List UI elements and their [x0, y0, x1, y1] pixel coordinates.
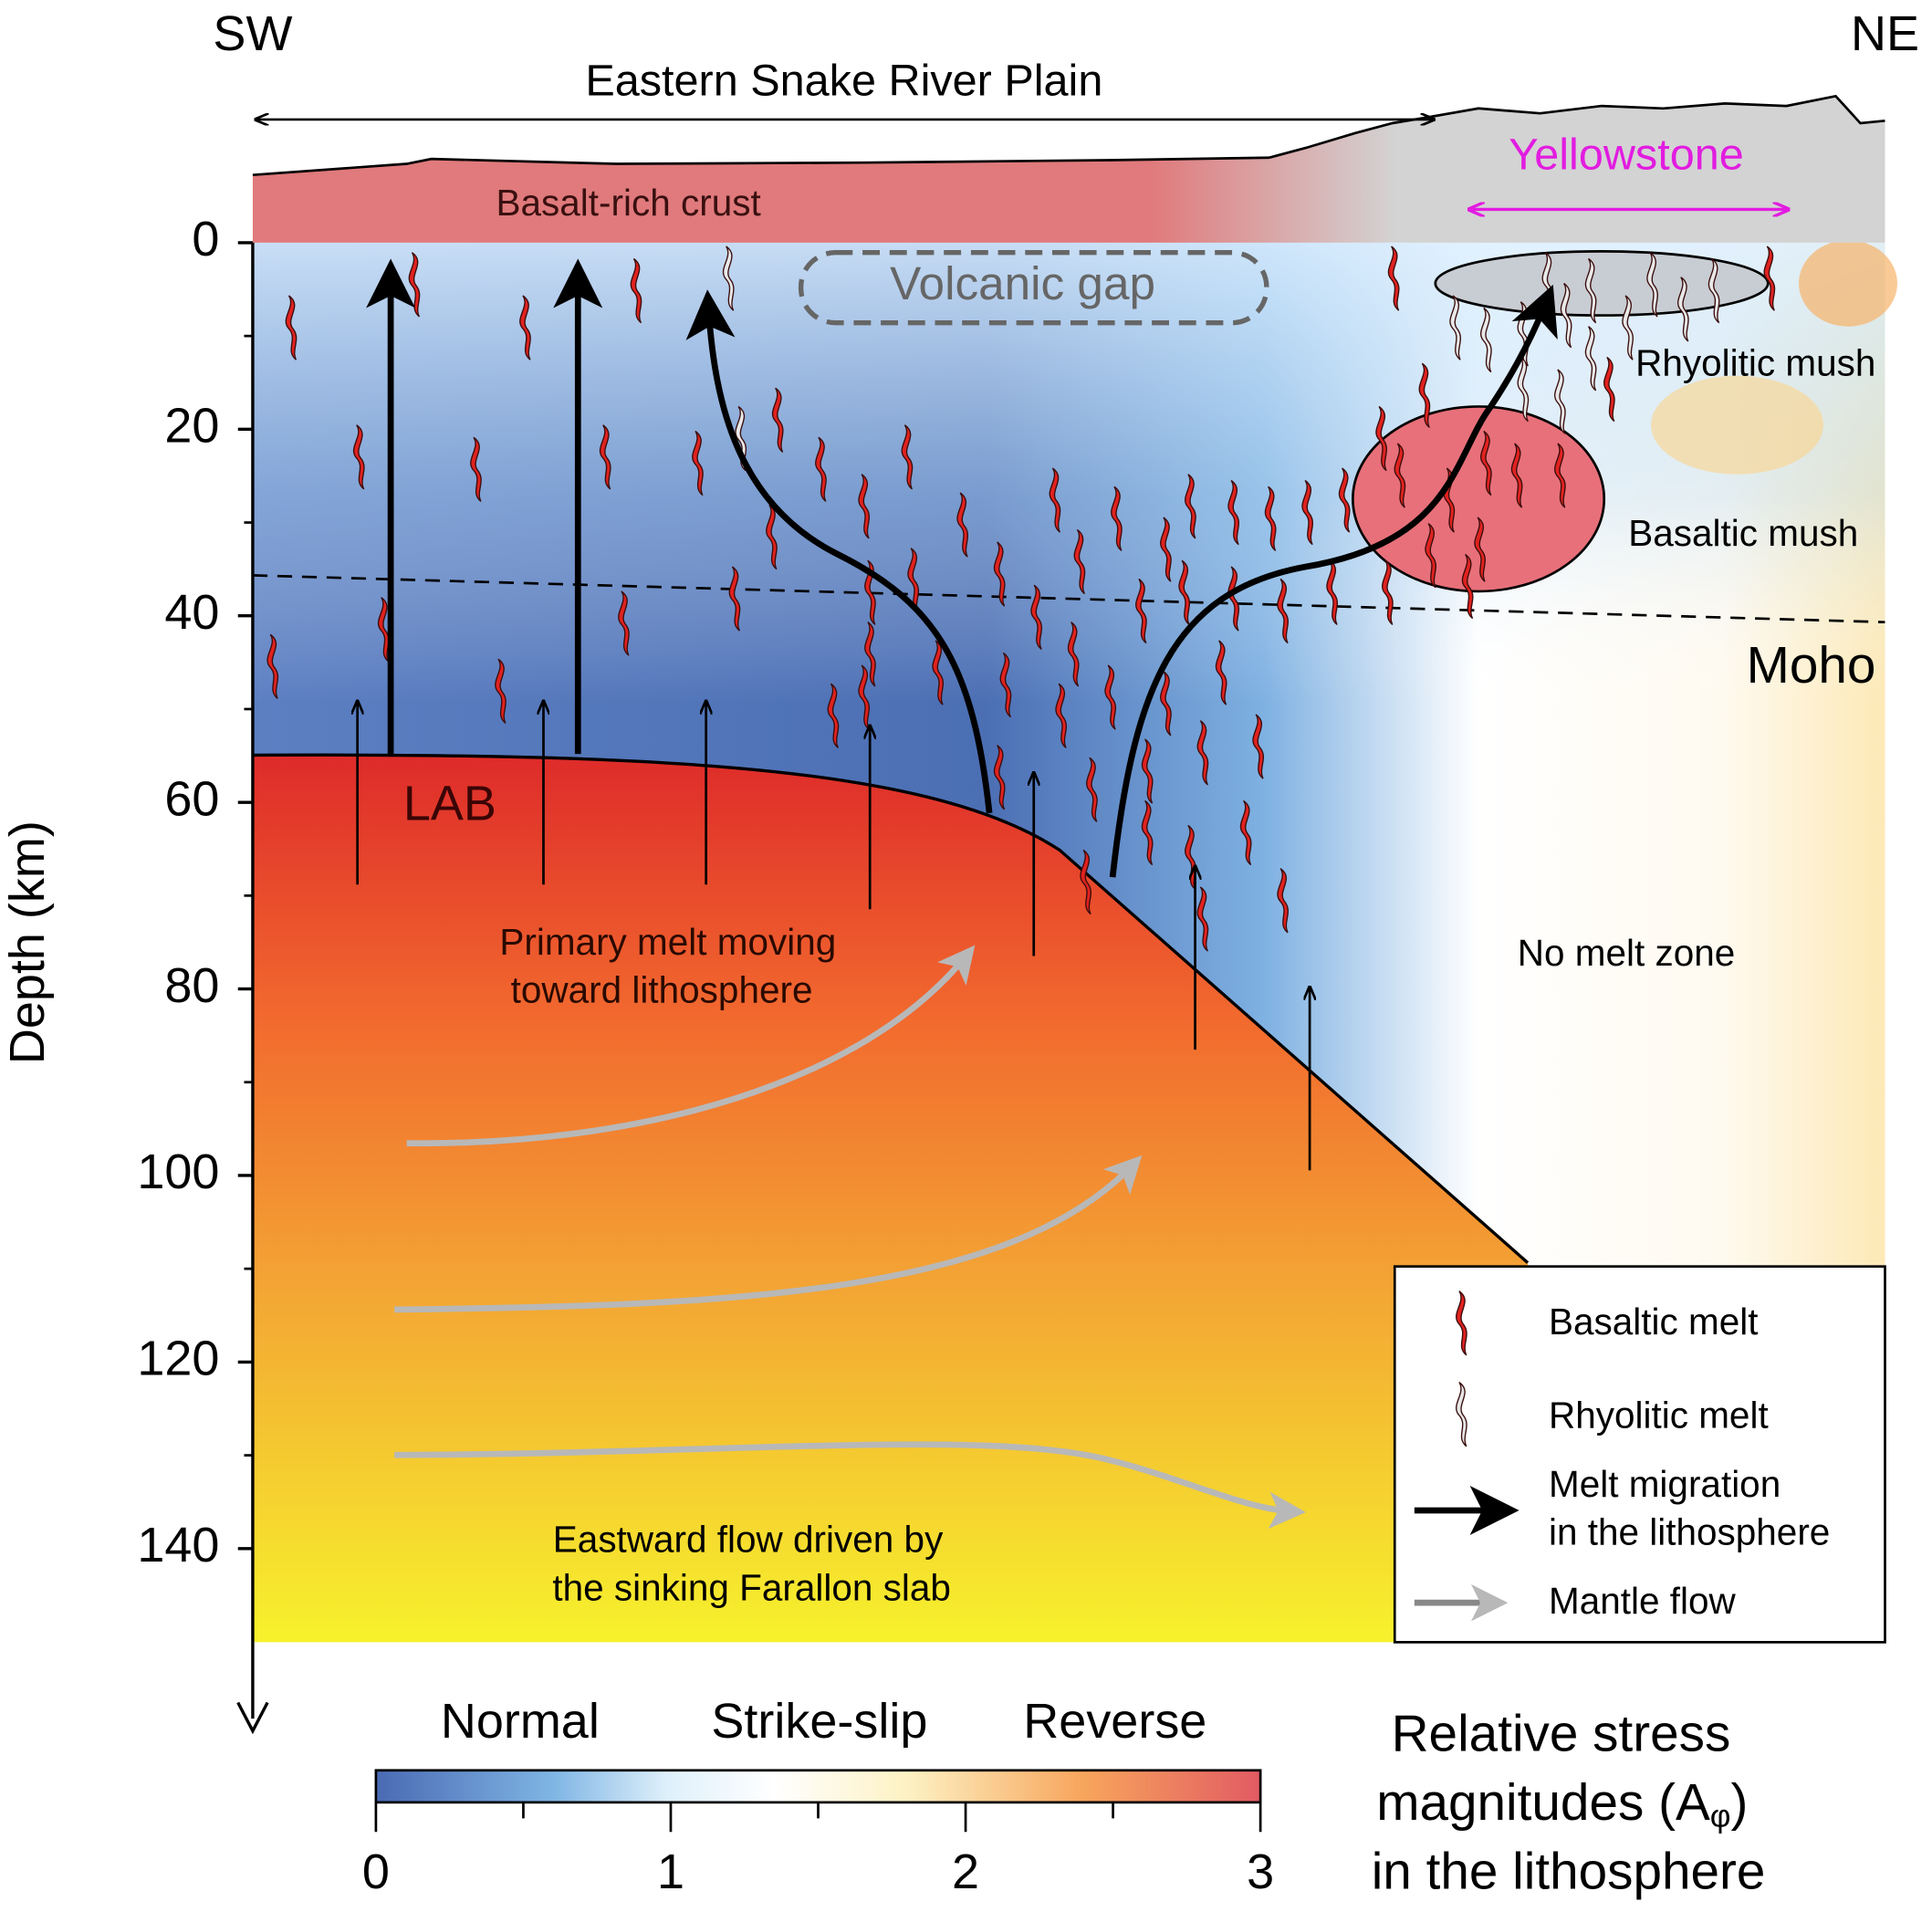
primary-label: Primary melt moving: [499, 921, 836, 963]
legend-label: Mantle flow: [1549, 1580, 1737, 1622]
colorbar-title: Relative stress: [1392, 1705, 1731, 1762]
plain-label: Eastern Snake River Plain: [585, 57, 1102, 106]
eastward-label: the sinking Farallon slab: [552, 1566, 951, 1608]
colorbar-title: magnitudes (Aφ): [1376, 1774, 1748, 1834]
legend-label: Rhyolitic melt: [1549, 1394, 1769, 1436]
regime-label: Normal: [441, 1694, 600, 1749]
rhyolitic-mush-label: Rhyolitic mush: [1635, 342, 1875, 384]
mantle-flow-arrows: [394, 945, 1307, 1530]
stress-patch: [1799, 240, 1898, 327]
lab-boundary: [252, 753, 1530, 1264]
legend-label: Basaltic melt: [1549, 1301, 1758, 1343]
depth-tick-label: 20: [164, 399, 219, 454]
thin-arrows: [358, 702, 1310, 1171]
regime-label: Strike-slip: [711, 1694, 927, 1749]
no-melt-label: No melt zone: [1518, 932, 1736, 974]
lab-label: LAB: [403, 776, 496, 831]
depth-ticks: 0 20 40 60 80 100 120 140: [137, 212, 253, 1572]
crust-label: Basalt-rich crust: [496, 182, 761, 224]
volcanic-gap-outline: [798, 250, 1269, 326]
colorbar-title-sub: φ: [1710, 1799, 1731, 1834]
colorbar-title-part: magnitudes (A: [1376, 1774, 1710, 1832]
depth-tick-label: 0: [192, 212, 219, 266]
depth-tick-label: 120: [137, 1332, 219, 1386]
depth-tick-label: 100: [137, 1144, 219, 1199]
colorbar-tick-label: 3: [1247, 1844, 1274, 1899]
colorbar-tick-label: 2: [952, 1844, 979, 1899]
primary-label: toward lithosphere: [511, 969, 813, 1011]
legend-label: in the lithosphere: [1549, 1511, 1830, 1553]
depth-tick-label: 40: [164, 585, 219, 640]
depth-axis-arrow: [236, 1701, 269, 1735]
mantle: [252, 755, 1529, 1643]
colorbar-title-part: ): [1731, 1774, 1749, 1832]
regime-label: Reverse: [1023, 1694, 1206, 1749]
stress-patch: [1651, 375, 1824, 475]
basaltic-mush: [1352, 405, 1606, 593]
basaltic-mush-label: Basaltic mush: [1628, 512, 1858, 554]
colorbar-title: in the lithosphere: [1372, 1843, 1766, 1900]
colorbar-tick-label: 0: [362, 1844, 390, 1899]
yellowstone-label: Yellowstone: [1509, 131, 1743, 180]
depth-tick-label: 140: [137, 1518, 219, 1572]
melt-migration-arrows: [366, 258, 1558, 878]
sw-label: SW: [213, 6, 292, 61]
colorbar: [374, 1769, 1262, 1804]
moho-line: [252, 574, 1885, 624]
gap-label: Volcanic gap: [890, 257, 1155, 309]
colorbar-tick-label: 1: [657, 1844, 684, 1899]
eastward-label: Eastward flow driven by: [553, 1519, 944, 1561]
depth-axis-label: Depth (km): [0, 820, 55, 1064]
colorbar-ticks: 0 1 2 3: [362, 1802, 1274, 1899]
legend-box: [1393, 1265, 1886, 1644]
moho-label: Moho: [1747, 637, 1876, 695]
depth-tick-label: 80: [164, 958, 219, 1013]
depth-tick-label: 60: [164, 771, 219, 826]
ne-label: NE: [1851, 6, 1919, 61]
legend-label: Melt migration: [1549, 1463, 1781, 1505]
